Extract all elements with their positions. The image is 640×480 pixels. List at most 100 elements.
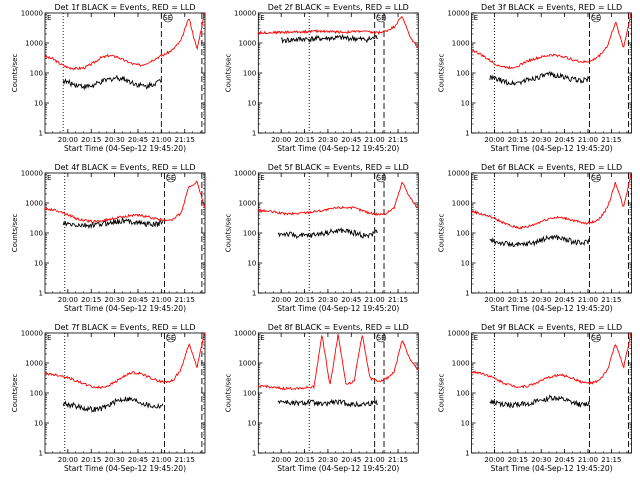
- x-tick-label: 21:15: [601, 296, 621, 304]
- chart-panel-3f: Det 3f BLACK = Events, RED = LLD 1 10 100 10…: [438, 3, 633, 153]
- x-tick-label: 20:15: [508, 456, 528, 464]
- events-rate-line: [489, 394, 590, 409]
- x-tick-label: 20:45: [128, 456, 148, 464]
- y-tick-label: 1000: [452, 40, 470, 48]
- plot-frame: [44, 332, 206, 454]
- x-tick-label: 20:00: [484, 456, 504, 464]
- se-annotation-circle: [376, 172, 386, 183]
- y-tick-label: 1: [252, 450, 256, 458]
- y-tick-label: 10000: [234, 330, 256, 338]
- se-annotation: SE: [592, 334, 601, 342]
- chart-panel-5f: Det 5f BLACK = Events, RED = LLD 1 10 100 10…: [224, 163, 419, 313]
- x-tick-label: 21:15: [175, 456, 195, 464]
- y-axis-label: Counts/sec: [438, 54, 446, 93]
- y-tick-label: 10: [34, 420, 43, 428]
- e-annotation: E: [474, 174, 478, 182]
- x-tick-label: 20:00: [484, 296, 504, 304]
- chart-title: Det 9f BLACK = Events, RED = LLD: [481, 323, 622, 332]
- chart-title: Det 4f BLACK = Events, RED = LLD: [54, 163, 195, 172]
- x-axis-label: Start Time (04-Sep-12 19:45:20): [277, 464, 399, 473]
- plot-frame: [471, 172, 633, 294]
- lld-rate-line: [257, 181, 419, 217]
- chart-title: Det 3f BLACK = Events, RED = LLD: [481, 3, 622, 12]
- y-tick-label: 10000: [447, 10, 469, 18]
- chart-panel-9f: Det 9f BLACK = Events, RED = LLD 1 10 100 10…: [438, 323, 633, 473]
- lld-rate-line: [44, 332, 206, 389]
- plot-frame: [44, 12, 206, 134]
- events-rate-line: [277, 398, 379, 408]
- chart-panel-1f: Det 1f BLACK = Events, RED = LLD 1 10 100 10…: [11, 3, 206, 153]
- x-tick-label: 20:15: [81, 136, 101, 144]
- e-annotation: E: [474, 14, 478, 22]
- events-rate-line: [280, 33, 378, 44]
- chart-title: Det 2f BLACK = Events, RED = LLD: [268, 3, 409, 12]
- se-annotation: SE: [377, 174, 386, 182]
- se-annotation: SE: [377, 14, 386, 22]
- x-tick-label: 20:15: [294, 456, 314, 464]
- y-tick-label: 10: [461, 420, 470, 428]
- x-axis-label: Start Time (04-Sep-12 19:45:20): [277, 304, 399, 313]
- x-tick-label: 21:00: [365, 456, 385, 464]
- chart-title: Det 1f BLACK = Events, RED = LLD: [54, 3, 195, 12]
- x-tick-label: 20:00: [271, 456, 291, 464]
- lld-rate-line: [257, 15, 419, 48]
- x-tick-label: 21:00: [365, 296, 385, 304]
- x-tick-label: 20:00: [484, 136, 504, 144]
- x-tick-label: 21:00: [365, 136, 385, 144]
- lld-rate-line: [470, 172, 633, 230]
- plot-frame: [257, 172, 419, 294]
- y-tick-label: 1000: [238, 360, 256, 368]
- y-axis-label: Counts/sec: [11, 214, 19, 253]
- x-tick-label: 20:45: [554, 456, 574, 464]
- events-rate-line: [489, 233, 590, 248]
- plot-frame: [257, 332, 419, 454]
- x-tick-label: 21:00: [578, 296, 598, 304]
- se-annotation-circle: [376, 332, 386, 343]
- x-tick-label: 20:30: [105, 296, 125, 304]
- se-annotation: SE: [166, 174, 175, 182]
- y-tick-label: 100: [30, 230, 43, 238]
- y-tick-label: 10: [34, 100, 43, 108]
- y-tick-label: 1000: [25, 360, 43, 368]
- x-axis-label: Start Time (04-Sep-12 19:45:20): [277, 144, 399, 153]
- y-tick-label: 100: [30, 390, 43, 398]
- y-tick-label: 10000: [447, 170, 469, 178]
- x-tick-label: 20:45: [128, 296, 148, 304]
- lld-rate-line: [470, 332, 632, 389]
- e-annotation: E: [260, 334, 264, 342]
- y-tick-label: 1: [465, 450, 469, 458]
- x-tick-label: 20:15: [294, 296, 314, 304]
- chart-title: Det 7f BLACK = Events, RED = LLD: [54, 323, 195, 332]
- x-tick-label: 20:00: [58, 296, 78, 304]
- e-annotation: E: [260, 174, 264, 182]
- se-annotation-circle: [163, 12, 173, 23]
- y-tick-label: 1000: [452, 360, 470, 368]
- y-tick-label: 100: [243, 230, 256, 238]
- x-tick-label: 20:45: [341, 136, 361, 144]
- se-annotation: SE: [592, 14, 601, 22]
- y-tick-label: 10: [247, 100, 256, 108]
- y-tick-label: 100: [456, 70, 469, 78]
- y-tick-label: 1: [252, 290, 256, 298]
- y-tick-label: 10000: [21, 10, 43, 18]
- events-rate-line: [62, 74, 162, 91]
- y-tick-label: 10000: [21, 170, 43, 178]
- x-tick-label: 20:15: [81, 456, 101, 464]
- x-tick-label: 21:00: [151, 136, 171, 144]
- x-tick-label: 20:30: [318, 456, 338, 464]
- x-tick-label: 20:30: [531, 136, 551, 144]
- x-tick-label: 20:45: [341, 456, 361, 464]
- x-tick-label: 21:15: [601, 456, 621, 464]
- x-tick-label: 20:30: [318, 296, 338, 304]
- x-tick-label: 20:30: [531, 296, 551, 304]
- y-axis-label: Counts/sec: [224, 54, 232, 93]
- events-rate-line: [277, 227, 379, 240]
- se-annotation-circle: [376, 12, 386, 23]
- x-axis-label: Start Time (04-Sep-12 19:45:20): [64, 464, 186, 473]
- x-axis-label: Start Time (04-Sep-12 19:45:20): [491, 464, 613, 473]
- x-tick-label: 20:15: [508, 296, 528, 304]
- se-annotation-circle: [166, 172, 176, 183]
- y-tick-label: 1000: [25, 200, 43, 208]
- chart-title: Det 5f BLACK = Events, RED = LLD: [268, 163, 409, 172]
